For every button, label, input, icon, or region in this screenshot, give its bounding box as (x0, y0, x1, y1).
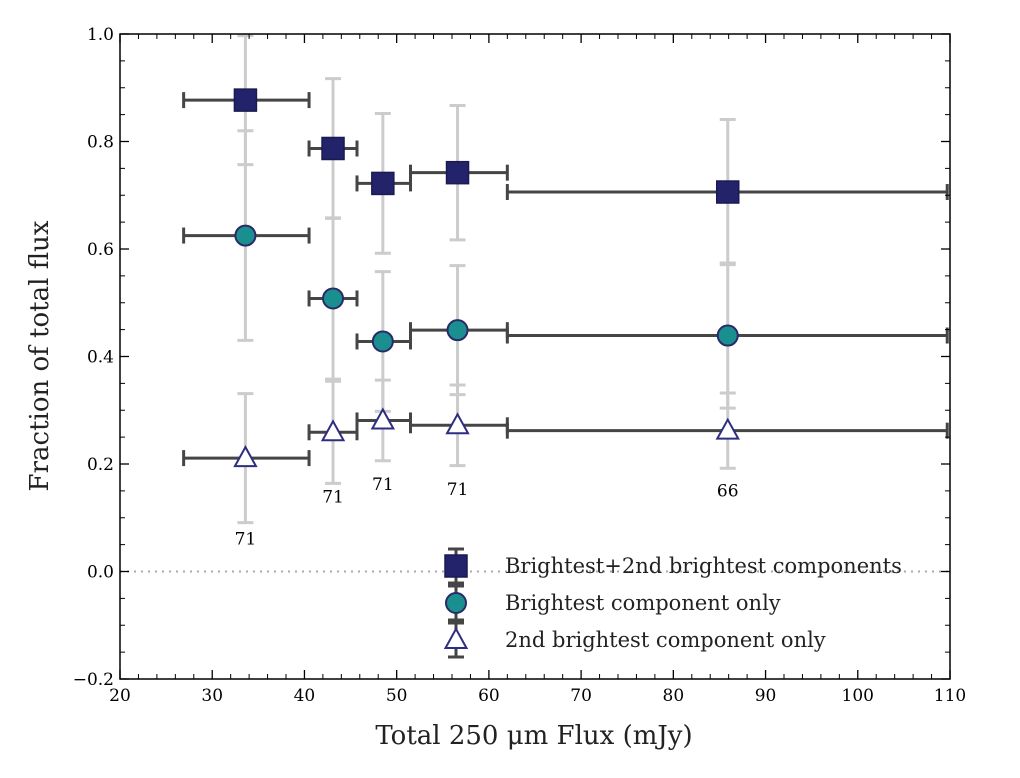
triangle-marker (233, 445, 258, 468)
bin-count-label: 71 (372, 475, 394, 495)
x-axis-title: Total 250 μm Flux (mJy) (375, 721, 692, 751)
legend-circle-marker (445, 592, 467, 614)
legend-label: Brightest+2nd brightest components (505, 554, 902, 578)
circle-marker (716, 324, 739, 347)
x-tick-label: 50 (386, 686, 408, 706)
x-tick-label: 30 (201, 686, 223, 706)
triangle-marker (445, 412, 470, 435)
square-marker (233, 88, 258, 112)
x-tick-label: 40 (294, 686, 316, 706)
legend-triangle-marker (443, 626, 469, 649)
triangle-marker (715, 417, 740, 440)
bin-count-label: 71 (235, 530, 257, 550)
x-tick-label: 110 (934, 686, 966, 706)
triangle-marker (370, 407, 396, 430)
axis-ticks (119, 33, 951, 680)
square-marker (715, 180, 740, 204)
circle-marker (322, 287, 345, 310)
circle-marker (446, 319, 469, 342)
y-tick-label: 1.0 (87, 25, 114, 45)
bin-count-label: 71 (447, 480, 469, 500)
y-tick-labels: −0.2 0.0 0.2 0.4 0.6 0.8 1.0 (73, 25, 114, 690)
count-labels-layer: 71 71 71 71 66 (235, 475, 739, 550)
bin-count-label: 66 (717, 481, 739, 501)
square-marker (371, 171, 395, 196)
x-tick-label: 70 (570, 686, 592, 706)
legend-label: 2nd brightest component only (505, 628, 826, 652)
legend: Brightest+2nd brightest components Bright… (443, 547, 902, 659)
y-tick-label: 0.8 (87, 133, 114, 153)
y-tick-label: −0.2 (73, 670, 114, 690)
y-tick-label: 0.4 (87, 348, 114, 368)
x-tick-label: 20 (109, 686, 131, 706)
square-marker (445, 160, 470, 185)
square-marker (321, 136, 345, 161)
legend-label: Brightest component only (505, 591, 781, 615)
y-tick-label: 0.0 (87, 563, 114, 583)
x-errorbars-layer (182, 92, 949, 467)
legend-square-marker (444, 554, 468, 578)
x-tick-labels: 20 30 40 50 60 70 80 90 100 110 (109, 686, 966, 706)
y-tick-label: 0.2 (87, 455, 114, 475)
bin-count-label: 71 (322, 488, 344, 508)
y-axis-title: Fraction of total flux (25, 220, 55, 491)
x-tick-label: 80 (663, 686, 685, 706)
x-tick-label: 100 (842, 686, 874, 706)
markers-layer (233, 88, 740, 468)
x-tick-label: 60 (478, 686, 500, 706)
circle-marker (371, 330, 394, 353)
x-tick-label: 90 (755, 686, 777, 706)
y-tick-label: 0.6 (87, 240, 114, 260)
triangle-marker (320, 419, 346, 442)
circle-marker (234, 224, 257, 247)
